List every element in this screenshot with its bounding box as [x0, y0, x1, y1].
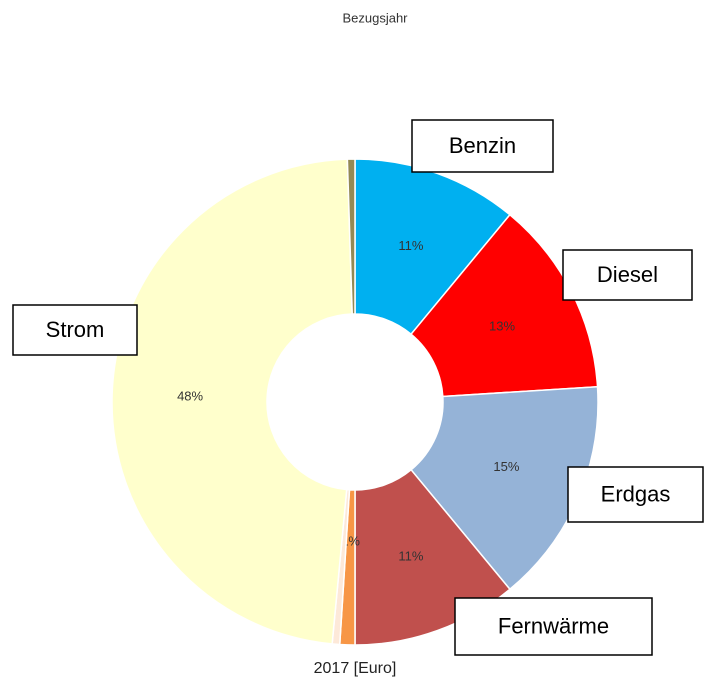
slice-label: 11%: [398, 549, 423, 564]
slice-label: 13%: [489, 319, 515, 334]
x-axis-label: 2017 [Euro]: [314, 660, 397, 677]
callout-text: Diesel: [597, 262, 658, 287]
callout-box: [454, 597, 653, 656]
slice-label: 48%: [177, 388, 203, 403]
chart-title: Bezugsjahr: [342, 10, 408, 25]
slice: [354, 158, 511, 336]
callout-box: [12, 304, 138, 356]
slice: [111, 158, 354, 645]
callout-box: [411, 119, 554, 173]
callout-text: Erdgas: [601, 481, 671, 506]
callout-text: Strom: [46, 317, 105, 342]
slice-label: 11%: [398, 238, 423, 253]
slice-label: 15%: [493, 459, 519, 474]
callout-text: Benzin: [449, 133, 516, 158]
callout-box: [562, 249, 693, 301]
slice: [346, 158, 356, 315]
slice: [410, 385, 599, 591]
slice: [410, 213, 599, 398]
callout-text: Fernwärme: [498, 613, 609, 638]
callout-box: [567, 466, 704, 523]
